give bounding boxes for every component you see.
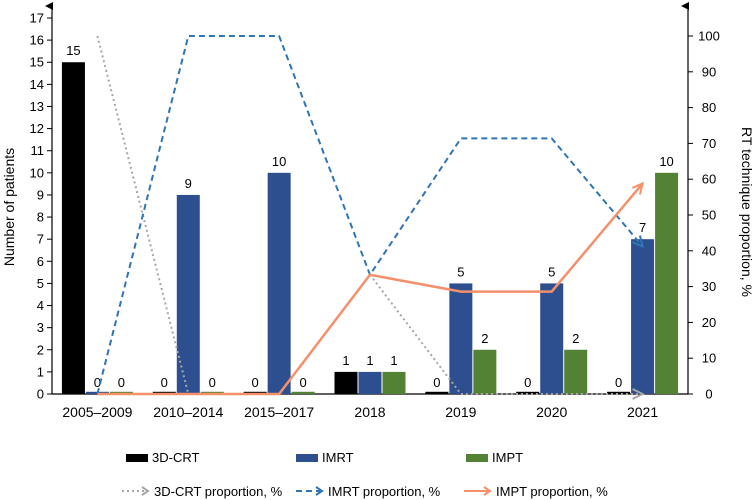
bar-3d-crt xyxy=(425,391,449,394)
bar-impt xyxy=(291,391,315,394)
legend-label: IMRT xyxy=(322,450,354,465)
y2-tick-label: 20 xyxy=(702,315,716,330)
legend-label: 3D-CRT proportion, % xyxy=(154,484,283,499)
y-tick-label: 4 xyxy=(37,298,44,313)
y-tick-label: 0 xyxy=(37,387,44,402)
data-label: 1 xyxy=(390,353,397,368)
y2-tick-label: 100 xyxy=(698,29,720,44)
bar-imrt xyxy=(449,283,473,394)
y-tick-label: 15 xyxy=(30,55,44,70)
bar-imrt xyxy=(631,239,655,394)
data-label: 5 xyxy=(548,264,555,279)
x-tick-label: 2019 xyxy=(445,404,476,420)
bar-imrt xyxy=(267,172,291,394)
y2-tick-label: 10 xyxy=(702,351,716,366)
y-tick-label: 11 xyxy=(31,143,45,158)
legend-swatch xyxy=(126,454,148,462)
data-label: 0 xyxy=(94,375,101,390)
data-label: 0 xyxy=(615,375,622,390)
y-tick-label: 2 xyxy=(37,342,44,357)
y2-axis-title: RT technique proportion, % xyxy=(739,127,752,297)
bar-3d-crt xyxy=(607,391,631,394)
data-label: 0 xyxy=(161,375,168,390)
bar-imrt xyxy=(540,283,564,394)
data-label: 0 xyxy=(433,375,440,390)
bar-imrt xyxy=(176,194,200,394)
legend-label: IMPT xyxy=(492,450,523,465)
line-arrowhead xyxy=(631,181,645,195)
x-tick-label: 2005–2009 xyxy=(62,404,132,420)
legend-line-arrow xyxy=(483,486,492,496)
y-tick-label: 7 xyxy=(37,232,44,247)
bar-impt xyxy=(655,172,679,394)
y2-tick-label: 0 xyxy=(705,387,712,402)
legend-line-arrow xyxy=(315,486,324,496)
y2-tick-label: 30 xyxy=(702,279,716,294)
line-arrowhead xyxy=(632,388,645,400)
y-axis-title: Number of patients xyxy=(1,148,17,266)
data-label: 1 xyxy=(342,353,349,368)
data-label: 15 xyxy=(66,43,80,58)
x-tick-label: 2020 xyxy=(536,404,567,420)
y2-tick-label: 80 xyxy=(702,100,716,115)
bar-impt xyxy=(473,349,497,394)
y2-tick-label: 70 xyxy=(702,136,716,151)
bar-3d-crt xyxy=(61,62,85,395)
y-tick-label: 8 xyxy=(37,210,44,225)
y-tick-label: 1 xyxy=(37,364,44,379)
data-label: 0 xyxy=(118,375,125,390)
x-tick-label: 2010–2014 xyxy=(153,404,223,420)
data-label: 10 xyxy=(272,154,286,169)
line-arrowhead xyxy=(631,235,645,249)
data-label: 10 xyxy=(659,154,673,169)
data-label: 0 xyxy=(300,375,307,390)
data-label: 0 xyxy=(524,375,531,390)
y-tick-label: 17 xyxy=(30,11,44,26)
bar-impt xyxy=(382,371,406,394)
y-tick-label: 13 xyxy=(30,99,44,114)
data-label: 1 xyxy=(366,353,373,368)
y-tick-label: 12 xyxy=(30,121,44,136)
y-tick-label: 10 xyxy=(30,165,44,180)
y-tick-label: 9 xyxy=(37,187,44,202)
x-tick-label: 2015–2017 xyxy=(244,404,314,420)
x-tick-label: 2021 xyxy=(627,404,658,420)
y2-tick-label: 60 xyxy=(702,172,716,187)
legend: 3D-CRT IMRT IMPT 3D-CRT proportion, % IMRT p… xyxy=(122,450,608,499)
bar-3d-crt xyxy=(334,371,358,394)
data-label: 2 xyxy=(481,331,488,346)
legend-label: 3D-CRT xyxy=(152,450,199,465)
data-label: 9 xyxy=(185,176,192,191)
y-tick-label: 16 xyxy=(30,33,44,48)
y2-tick-label: 90 xyxy=(702,64,716,79)
legend-label: IMRT proportion, % xyxy=(328,484,441,499)
legend-swatch xyxy=(466,454,488,462)
y-tick-label: 3 xyxy=(37,320,44,335)
y2-tick-label: 50 xyxy=(702,208,716,223)
data-label: 2 xyxy=(572,331,579,346)
x-tick-label: 2018 xyxy=(354,404,385,420)
bar-3d-crt xyxy=(516,391,540,394)
y-tick-label: 6 xyxy=(37,254,44,269)
line-impt-proportion- xyxy=(97,182,644,396)
data-label: 5 xyxy=(457,264,464,279)
legend-swatch xyxy=(296,454,318,462)
y-tick-label: 14 xyxy=(30,77,44,92)
legend-line-arrow xyxy=(141,486,150,496)
y-tick-label: 5 xyxy=(37,276,44,291)
data-label: 7 xyxy=(639,220,646,235)
y2-tick-label: 40 xyxy=(702,243,716,258)
data-label: 0 xyxy=(209,375,216,390)
bar-imrt xyxy=(358,371,382,394)
data-label: 0 xyxy=(252,375,259,390)
bar-impt xyxy=(564,349,588,394)
legend-label: IMPT proportion, % xyxy=(496,484,608,499)
plot-area: 0123456789101112131415161701020304050607… xyxy=(1,2,752,420)
